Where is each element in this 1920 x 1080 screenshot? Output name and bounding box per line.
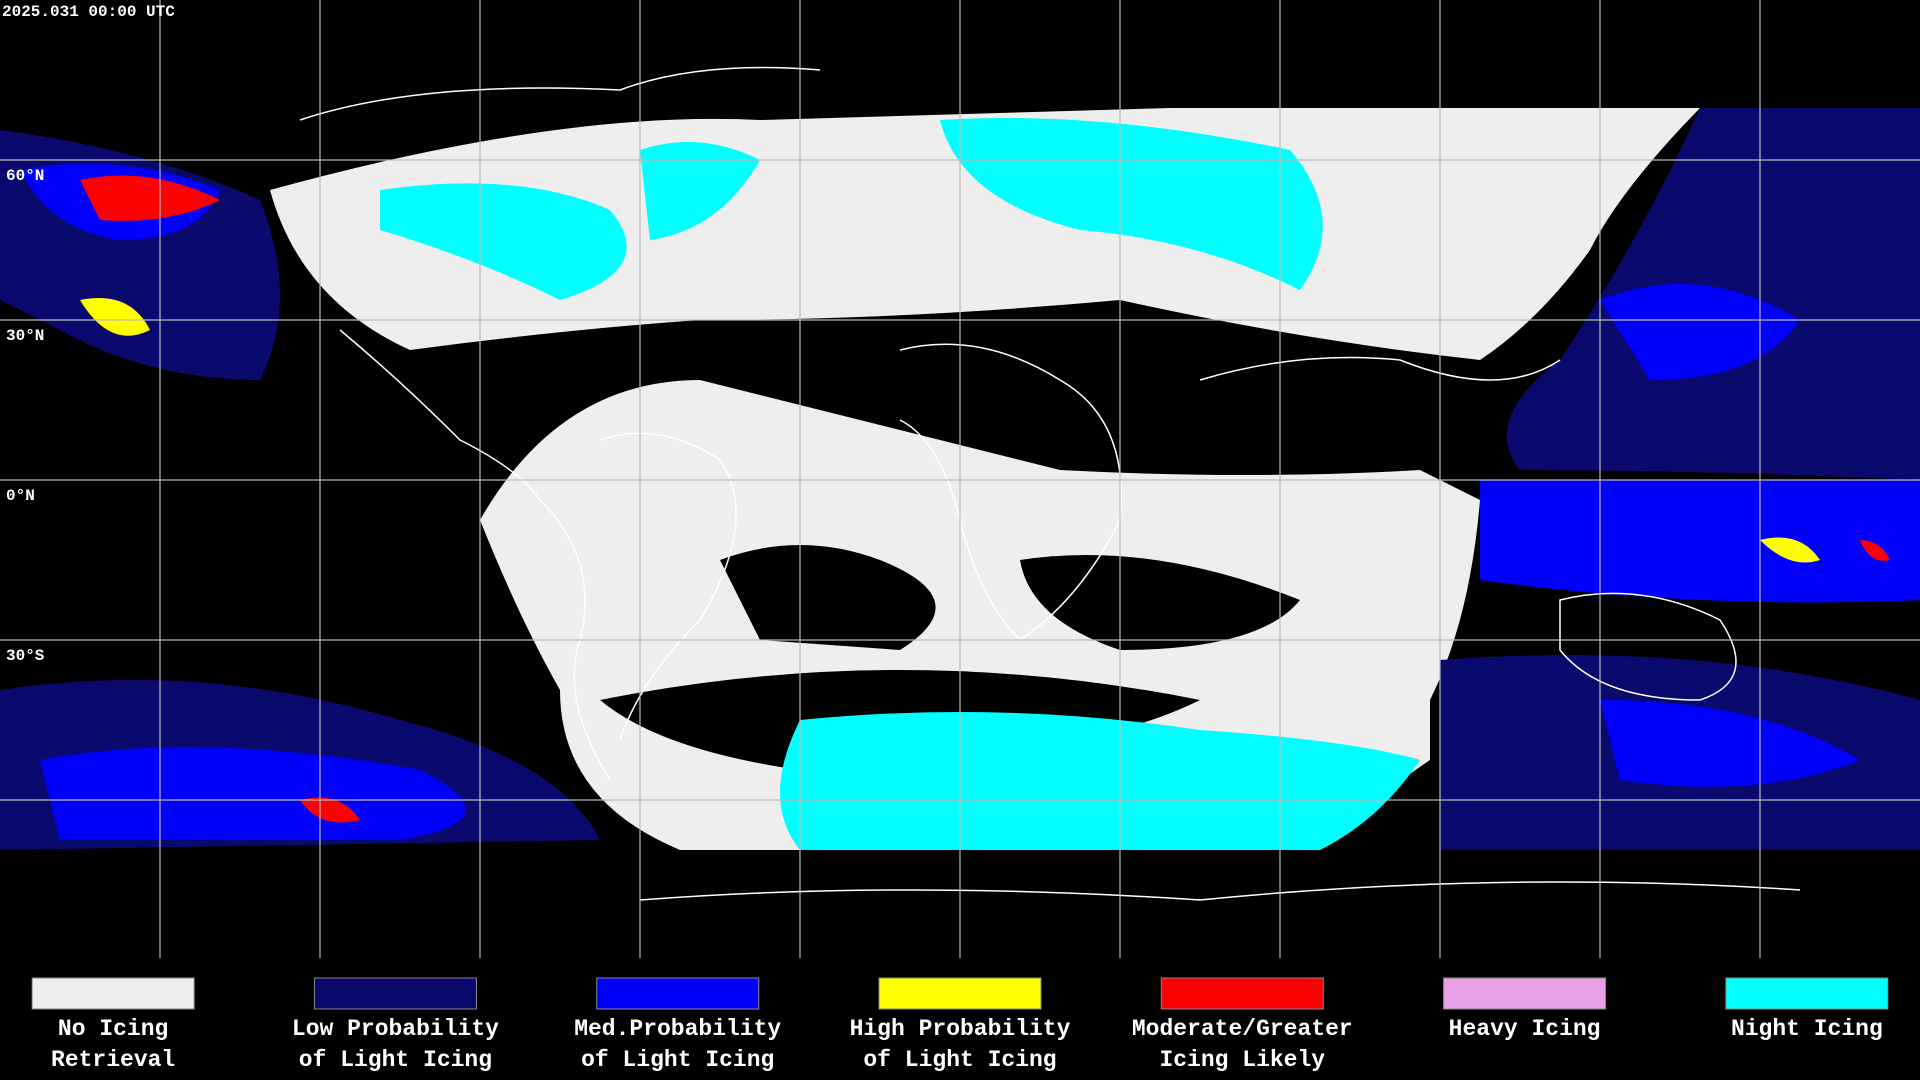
legend-label: of Light Icing [581, 1047, 774, 1073]
legend-label: No Icing [58, 1016, 168, 1042]
clear-region [1020, 555, 1300, 650]
legend-label: of Light Icing [299, 1047, 492, 1073]
legend-swatch [878, 977, 1042, 1010]
legend-swatch [1725, 977, 1889, 1010]
legend-label: Med.Probability [574, 1016, 781, 1042]
legend: No Icing Retrieval Low Probability of Light… [31, 977, 1889, 1073]
legend-label: Heavy Icing [1449, 1016, 1601, 1042]
moderate-icing-region [1860, 540, 1890, 561]
coastlines [299, 66, 1801, 901]
timestamp: 2025.031 00:00 UTC [2, 3, 175, 21]
moderate-icing-region [80, 175, 220, 221]
med-probability-region [40, 747, 466, 840]
night-icing-region [780, 712, 1420, 850]
legend-swatch [31, 977, 195, 1010]
legend-swatch [596, 977, 760, 1010]
legend-swatch [1160, 977, 1324, 1010]
satellite-imagery [0, 108, 1920, 850]
med-probability-region [1480, 480, 1920, 603]
night-icing-region [380, 183, 627, 300]
legend-label: Low Probability [292, 1016, 499, 1042]
legend-label: Moderate/Greater [1132, 1016, 1353, 1042]
legend-label: Retrieval [51, 1047, 175, 1073]
latitude-label: 60°N [6, 167, 44, 185]
legend-label: of Light Icing [863, 1047, 1056, 1073]
latitude-label: 30°S [6, 647, 45, 665]
legend-label: Night Icing [1731, 1016, 1883, 1042]
latitude-label: 0°N [6, 487, 35, 505]
high-probability-region [1760, 537, 1820, 563]
high-probability-region [80, 298, 150, 336]
night-icing-region [640, 142, 760, 240]
latitude-label: 30°N [6, 327, 44, 345]
legend-swatch [1443, 977, 1607, 1010]
graticule [0, 0, 1920, 958]
med-probability-region [1600, 700, 1860, 787]
legend-label: Icing Likely [1159, 1047, 1325, 1073]
med-probability-region [1600, 284, 1800, 380]
legend-swatch [313, 977, 477, 1010]
legend-label: High Probability [850, 1016, 1071, 1042]
clear-region [720, 545, 936, 650]
coastline [299, 66, 1801, 901]
no-icing-region [270, 108, 1700, 360]
night-icing-region [940, 118, 1323, 290]
moderate-icing-region [300, 797, 360, 823]
